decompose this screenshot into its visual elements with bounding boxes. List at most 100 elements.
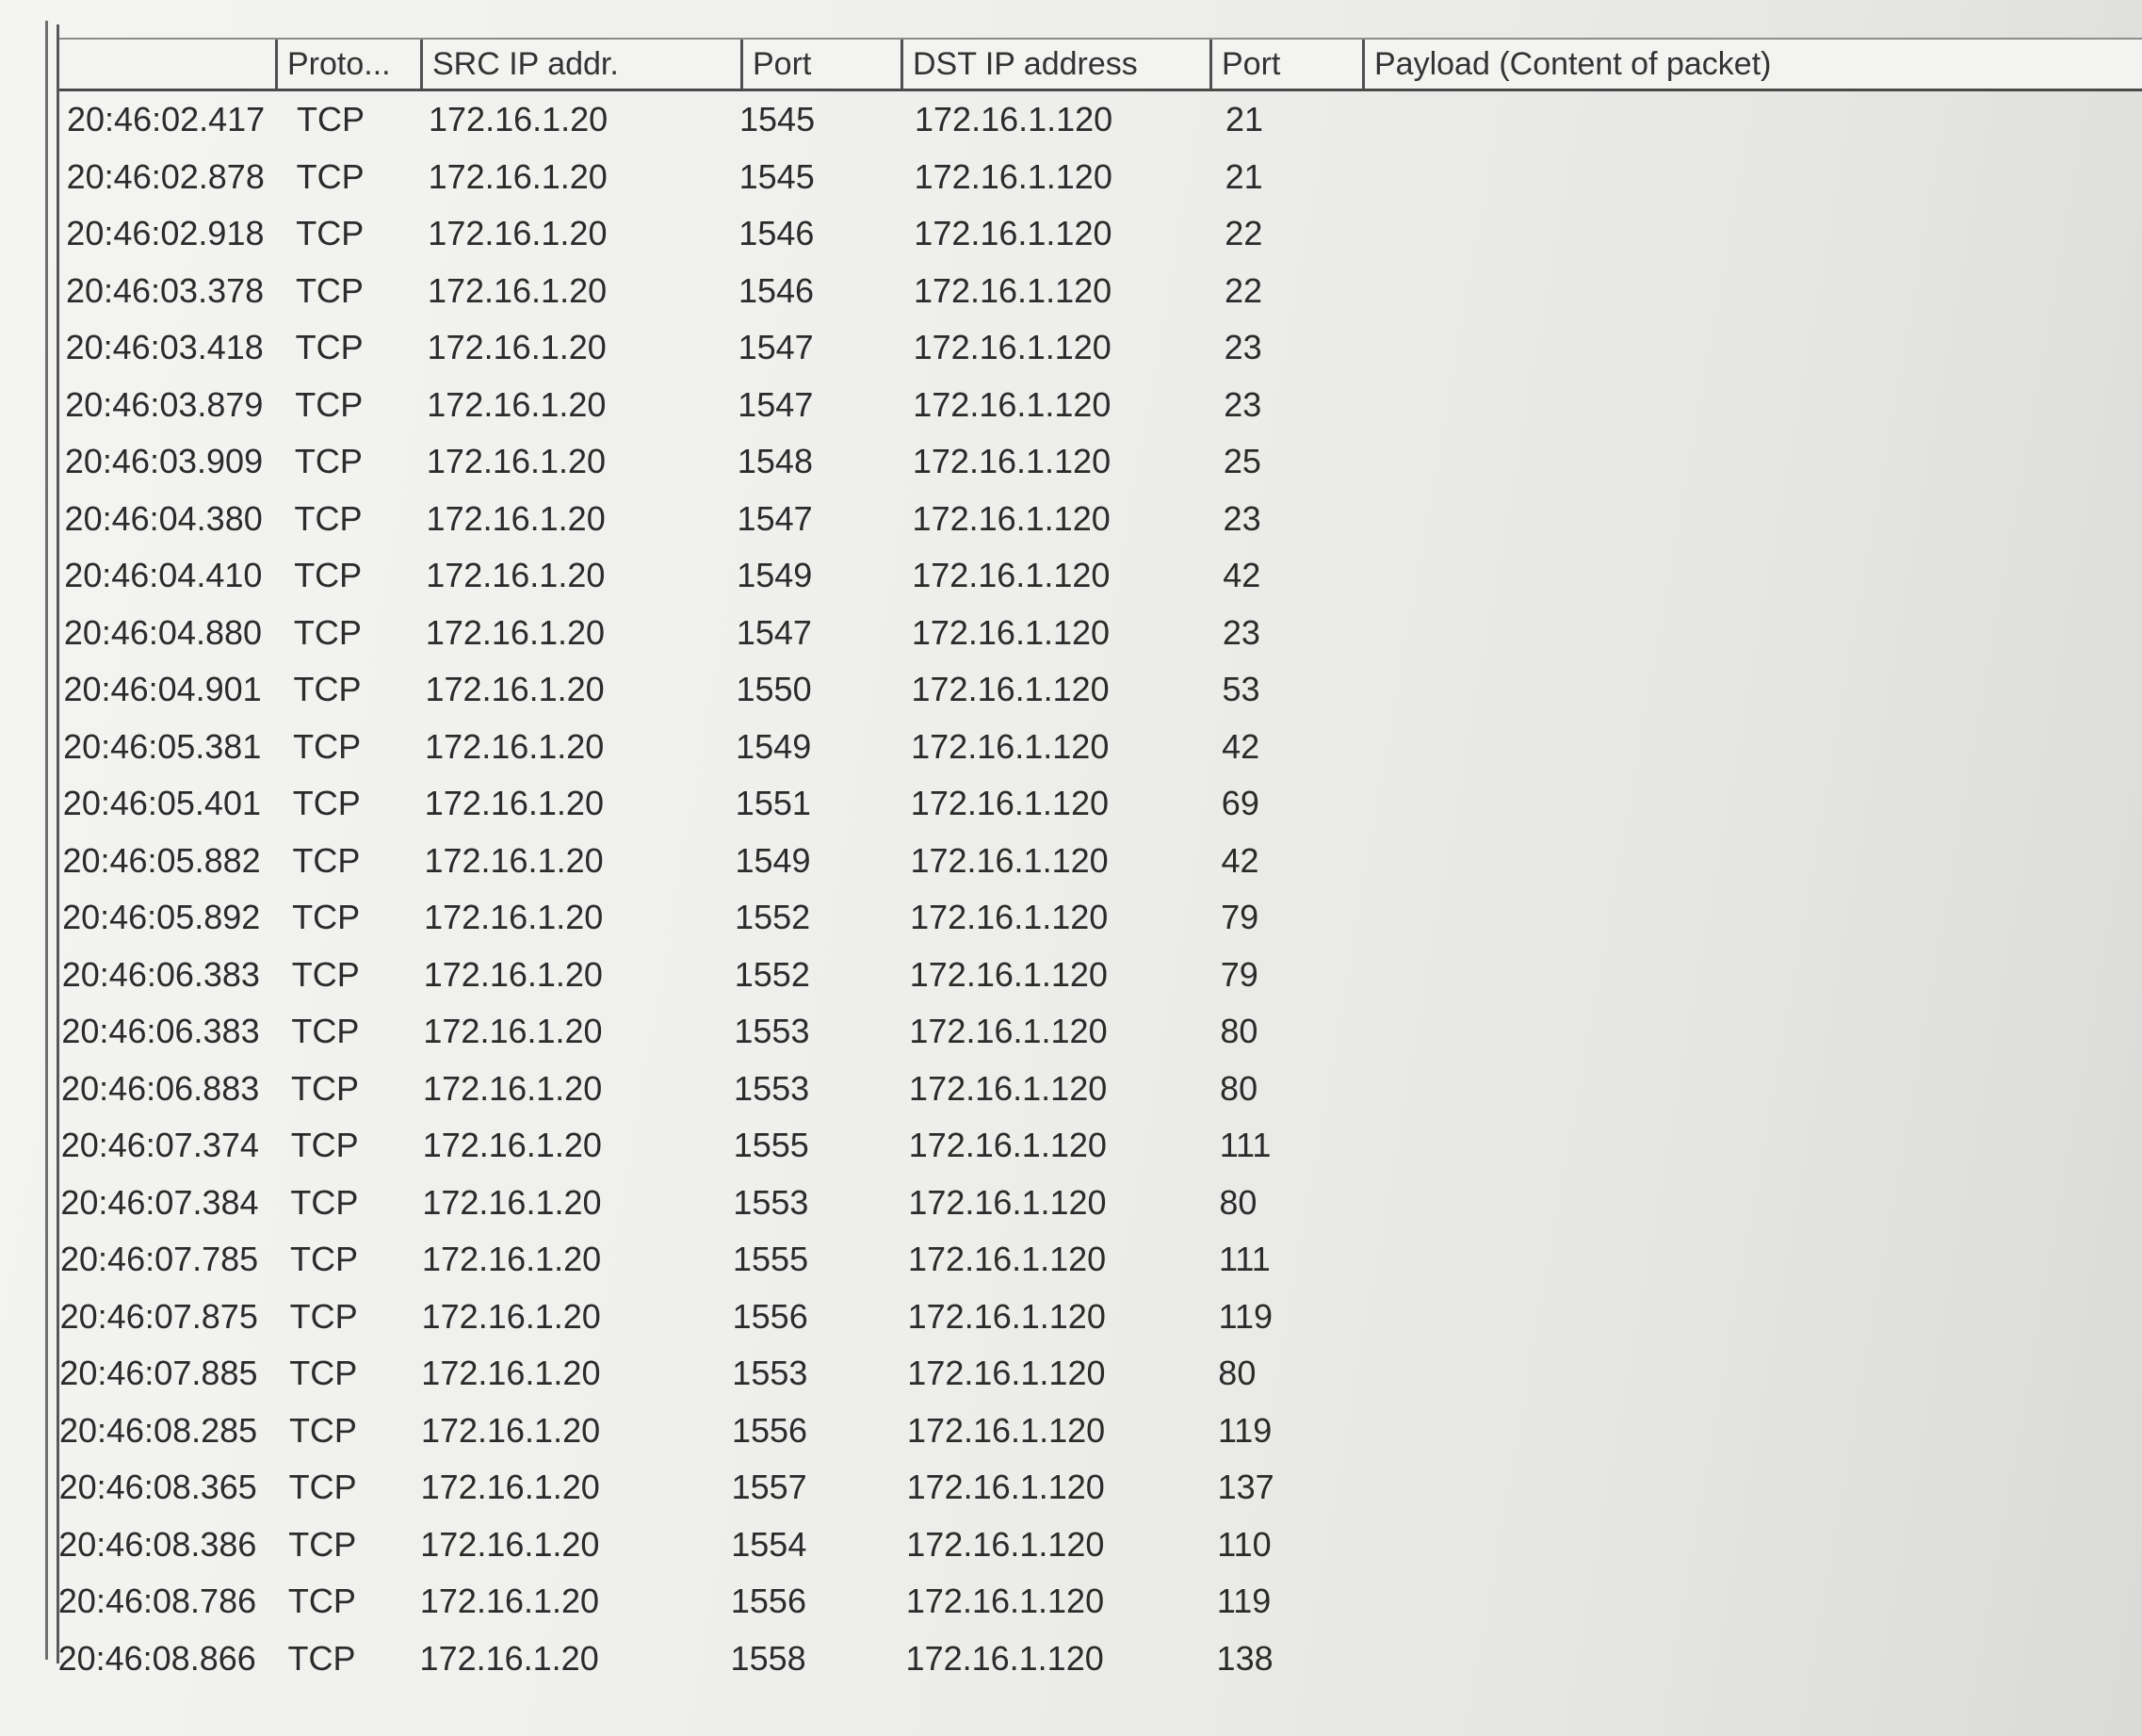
cell-time: 20:46:04.410 (64, 556, 263, 594)
cell-src-port: 1547 (738, 384, 814, 424)
cell-src-ip: 172.16.1.20 (425, 670, 605, 708)
column-header-dst-ip[interactable]: DST IP address (903, 40, 1212, 89)
table-row[interactable]: 20:46:07.374 TCP 172.16.1.20 1555 172.16.1.1… (59, 1118, 1472, 1173)
column-header-payload[interactable]: Payload (Content of packet) (1374, 46, 1772, 82)
cell-dst-ip: 172.16.1.120 (908, 1126, 1107, 1164)
table-header: Proto... SRC IP addr. Port DST IP addres… (59, 38, 2142, 91)
table-row[interactable]: 20:46:05.401 TCP 172.16.1.20 1551 172.16.1.1… (59, 776, 1472, 831)
table-row[interactable]: 20:46:03.909 TCP 172.16.1.20 1548 172.16.1.1… (59, 434, 1472, 489)
table-row[interactable]: 20:46:08.786 TCP 172.16.1.20 1556 172.16.1.1… (57, 1574, 1472, 1629)
cell-src-ip: 172.16.1.20 (425, 726, 605, 766)
table-row[interactable]: 20:46:04.410 TCP 172.16.1.20 1549 172.16.1.1… (59, 548, 1472, 603)
cell-dst-ip: 172.16.1.120 (913, 328, 1112, 366)
table-row[interactable]: 20:46:07.384 TCP 172.16.1.20 1553 172.16.1.1… (59, 1176, 1472, 1230)
table-row[interactable]: 20:46:03.418 TCP 172.16.1.20 1547 172.16.1.1… (59, 320, 1472, 375)
cell-time: 20:46:08.866 (57, 1638, 256, 1678)
column-header-src-ip[interactable]: SRC IP addr. (423, 40, 743, 89)
cell-src-ip: 172.16.1.20 (425, 612, 606, 652)
table-row[interactable]: 20:46:06.883 TCP 172.16.1.20 1553 172.16.1.1… (59, 1062, 1472, 1116)
cell-time: 20:46:06.383 (61, 1012, 260, 1050)
cell-dst-ip: 172.16.1.120 (911, 726, 1110, 766)
cell-protocol: TCP (291, 1012, 360, 1050)
table-row[interactable]: 20:46:07.885 TCP 172.16.1.20 1553 172.16.1.1… (59, 1346, 1472, 1401)
table-row[interactable]: 20:46:04.901 TCP 172.16.1.20 1550 172.16.1.1… (59, 662, 1472, 717)
table-row[interactable]: 20:46:08.285 TCP 172.16.1.20 1556 172.16.1.1… (59, 1403, 1472, 1458)
table-row[interactable]: 20:46:02.417 TCP 172.16.1.20 1545 172.16.1.1… (59, 92, 1472, 147)
cell-dst-port: 21 (1225, 156, 1263, 196)
cell-src-ip: 172.16.1.20 (420, 1524, 600, 1564)
cell-src-port: 1555 (733, 1240, 809, 1278)
table-row[interactable]: 20:46:04.880 TCP 172.16.1.20 1547 172.16.1.1… (59, 606, 1472, 660)
cell-time: 20:46:08.285 (58, 1410, 258, 1450)
cell-src-ip: 172.16.1.20 (424, 784, 604, 822)
cell-protocol: TCP (290, 1240, 358, 1278)
cell-dst-ip: 172.16.1.120 (911, 670, 1110, 708)
cell-time: 20:46:03.879 (65, 384, 264, 424)
column-header-dst-port[interactable]: Port (1212, 40, 1365, 89)
cell-src-ip: 172.16.1.20 (419, 1582, 600, 1620)
cell-src-port: 1554 (731, 1524, 807, 1564)
cell-dst-port: 79 (1221, 898, 1259, 936)
cell-dst-port: 111 (1219, 1126, 1272, 1164)
cell-src-ip: 172.16.1.20 (428, 214, 608, 252)
cell-protocol: TCP (297, 100, 365, 138)
cell-protocol: TCP (293, 612, 362, 652)
cell-dst-port: 137 (1217, 1468, 1274, 1506)
cell-protocol: TCP (291, 954, 360, 994)
cell-src-port: 1552 (735, 898, 811, 936)
column-header-protocol[interactable]: Proto... (278, 40, 423, 89)
cell-dst-ip: 172.16.1.120 (909, 1012, 1108, 1050)
cell-dst-port: 80 (1220, 1068, 1258, 1108)
table-row[interactable]: 20:46:08.866 TCP 172.16.1.20 1558 172.16.1.1… (57, 1631, 1472, 1686)
cell-src-ip: 172.16.1.20 (421, 1296, 601, 1336)
cell-dst-ip: 172.16.1.120 (910, 840, 1109, 880)
cell-dst-port: 22 (1224, 270, 1262, 310)
cell-src-ip: 172.16.1.20 (421, 1354, 601, 1392)
cell-src-ip: 172.16.1.20 (427, 384, 607, 424)
cell-time: 20:46:08.786 (57, 1582, 257, 1620)
cell-dst-ip: 172.16.1.120 (914, 156, 1112, 196)
cell-src-ip: 172.16.1.20 (423, 954, 603, 994)
cell-protocol: TCP (294, 442, 363, 480)
table-row[interactable]: 20:46:05.882 TCP 172.16.1.20 1549 172.16.1.1… (59, 834, 1472, 888)
cell-src-port: 1547 (736, 612, 812, 652)
cell-src-ip: 172.16.1.20 (424, 840, 604, 880)
cell-time: 20:46:04.380 (64, 498, 263, 538)
table-row[interactable]: 20:46:06.383 TCP 172.16.1.20 1553 172.16.1.1… (59, 1004, 1472, 1059)
column-header-src-port[interactable]: Port (743, 40, 903, 89)
cell-src-port: 1550 (736, 670, 812, 708)
cell-src-ip: 172.16.1.20 (428, 156, 608, 196)
cell-src-ip: 172.16.1.20 (420, 1468, 600, 1506)
cell-protocol: TCP (296, 214, 365, 252)
cell-dst-ip: 172.16.1.120 (906, 1468, 1105, 1506)
cell-dst-port: 23 (1224, 384, 1262, 424)
cell-dst-ip: 172.16.1.120 (911, 612, 1111, 652)
cell-protocol: TCP (287, 1638, 356, 1678)
cell-dst-port: 23 (1222, 612, 1260, 652)
table-row[interactable]: 20:46:03.378 TCP 172.16.1.20 1546 172.16.1.1… (59, 264, 1472, 318)
table-row[interactable]: 20:46:06.383 TCP 172.16.1.20 1552 172.16.1.1… (59, 948, 1472, 1002)
cell-dst-port: 119 (1216, 1582, 1272, 1620)
table-row[interactable]: 20:46:05.892 TCP 172.16.1.20 1552 172.16.1.1… (59, 890, 1472, 945)
table-row[interactable]: 20:46:05.381 TCP 172.16.1.20 1549 172.16.1.1… (59, 720, 1472, 774)
table-row[interactable]: 20:46:02.918 TCP 172.16.1.20 1546 172.16.1.1… (59, 206, 1472, 261)
cell-protocol: TCP (288, 1468, 357, 1506)
cell-time: 20:46:07.384 (60, 1182, 259, 1222)
table-row[interactable]: 20:46:08.365 TCP 172.16.1.20 1557 172.16.1.1… (59, 1460, 1472, 1515)
table-row[interactable]: 20:46:04.380 TCP 172.16.1.20 1547 172.16.1.1… (59, 492, 1472, 546)
table-row[interactable]: 20:46:07.785 TCP 172.16.1.20 1555 172.16.1.1… (59, 1232, 1472, 1287)
cell-src-port: 1553 (733, 1182, 809, 1222)
cell-dst-ip: 172.16.1.120 (905, 1638, 1104, 1678)
cell-dst-port: 21 (1225, 100, 1264, 138)
cell-dst-port: 110 (1217, 1524, 1272, 1564)
cell-protocol: TCP (293, 670, 362, 708)
window-frame-outer (45, 21, 2142, 1660)
table-row[interactable]: 20:46:02.878 TCP 172.16.1.20 1545 172.16.1.1… (59, 150, 1472, 204)
cell-src-port: 1549 (737, 556, 813, 594)
table-row[interactable]: 20:46:03.879 TCP 172.16.1.20 1547 172.16.1.1… (59, 378, 1472, 432)
column-header-time[interactable] (59, 40, 278, 89)
table-row[interactable]: 20:46:07.875 TCP 172.16.1.20 1556 172.16.1.1… (59, 1290, 1472, 1344)
table-row[interactable]: 20:46:08.386 TCP 172.16.1.20 1554 172.16.1.1… (58, 1517, 1472, 1572)
cell-protocol: TCP (294, 556, 363, 594)
